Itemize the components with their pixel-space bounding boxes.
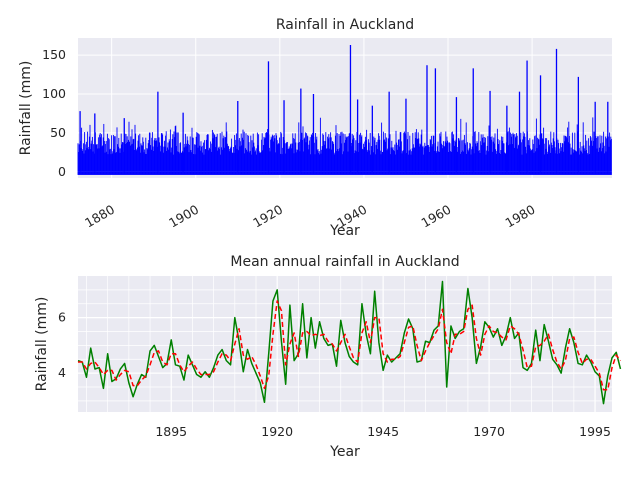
bottom-x-axis-label: Year	[329, 444, 360, 460]
smoothed-rainfall-line	[78, 300, 622, 391]
top-x-tick-label: 1980	[503, 202, 538, 231]
bottom-gridlines	[78, 276, 612, 412]
top-rainfall-bars	[77, 45, 612, 175]
top-y-tick-label: 150	[42, 47, 66, 62]
top-x-axis-label: Year	[329, 223, 360, 239]
bottom-y-ticks: 46	[58, 310, 66, 381]
bottom-series-lines	[77, 280, 622, 405]
bottom-x-ticks: 1895 1920 1945 1970 1995	[155, 424, 611, 439]
top-x-ticks: 1880 1900 1920 1940 1960 1980	[82, 202, 538, 231]
bottom-y-tick-label: 6	[58, 310, 66, 325]
bottom-x-tick-label: 1945	[367, 424, 399, 439]
top-y-tick-label: 50	[50, 125, 66, 140]
bottom-x-tick-label: 1920	[261, 424, 293, 439]
bottom-x-tick-label: 1995	[579, 424, 611, 439]
bottom-x-tick-label: 1970	[473, 424, 505, 439]
bottom-y-tick-label: 4	[58, 365, 66, 380]
top-x-tick-label: 1920	[250, 202, 285, 231]
top-y-ticks: 0 50 100 150	[42, 47, 66, 179]
bottom-x-tick-label: 1895	[155, 424, 187, 439]
bottom-chart: Mean annual rainfall in Auckland 46 1895…	[34, 254, 622, 460]
bottom-y-axis-label: Rainfall (mm)	[34, 297, 50, 392]
top-y-axis-label: Rainfall (mm)	[18, 61, 34, 156]
top-chart-title: Rainfall in Auckland	[276, 17, 414, 33]
top-y-tick-label: 100	[42, 86, 66, 101]
mean-annual-rainfall-line	[77, 280, 622, 405]
top-chart: Rainfall in Auckland 0 50 100 150 1880 1900 1…	[18, 17, 612, 239]
top-x-tick-label: 1900	[166, 202, 201, 231]
bottom-chart-title: Mean annual rainfall in Auckland	[230, 254, 459, 270]
top-y-tick-label: 0	[58, 164, 66, 179]
top-x-tick-label: 1960	[418, 202, 453, 231]
top-x-tick-label: 1880	[82, 202, 117, 231]
